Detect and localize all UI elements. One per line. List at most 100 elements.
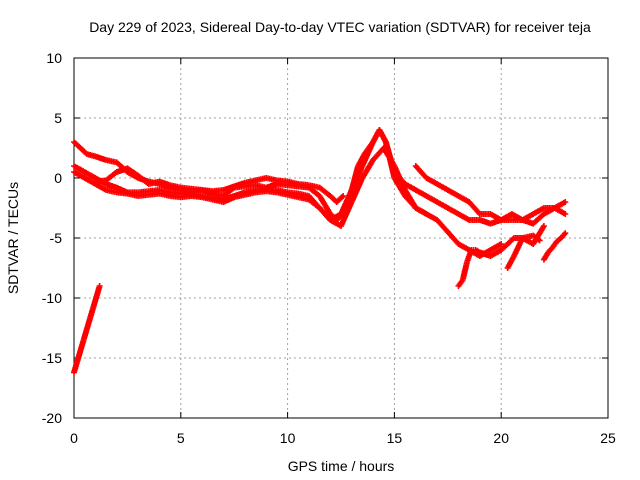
y-tick-label: 5 bbox=[54, 110, 62, 126]
y-tick-label: -5 bbox=[50, 230, 63, 246]
data-point-run bbox=[338, 200, 355, 228]
data-point bbox=[340, 193, 347, 199]
data-point bbox=[536, 237, 543, 244]
data-point-run bbox=[414, 205, 428, 217]
data-point-run bbox=[83, 169, 97, 181]
data-point-run bbox=[403, 194, 418, 210]
data-point-run bbox=[360, 140, 376, 168]
data-point-run bbox=[489, 211, 503, 223]
data-point bbox=[423, 211, 430, 217]
x-tick-label: 25 bbox=[600, 430, 616, 446]
x-tick-labels: 0 5 10 15 20 25 bbox=[70, 430, 616, 446]
data-point bbox=[562, 211, 569, 217]
data-point bbox=[96, 283, 103, 289]
x-tick-label: 5 bbox=[177, 430, 185, 446]
data-point-run bbox=[531, 212, 546, 226]
y-tick-label: -10 bbox=[42, 290, 62, 306]
y-tick-label: 10 bbox=[46, 50, 62, 66]
data-point bbox=[562, 199, 569, 205]
series-track-d bbox=[92, 165, 347, 205]
series-track-h bbox=[540, 230, 569, 263]
data-point-run bbox=[317, 185, 332, 198]
data-point-run bbox=[541, 250, 551, 262]
series-track-c bbox=[71, 127, 430, 223]
x-tick-label: 0 bbox=[70, 430, 78, 446]
data-point-run bbox=[435, 181, 450, 193]
data-point-run bbox=[424, 193, 439, 205]
y-axis-label: SDTVAR / TECUs bbox=[5, 182, 21, 294]
data-point-run bbox=[531, 205, 546, 217]
data-point-run bbox=[414, 187, 428, 199]
data-point-run bbox=[456, 278, 465, 288]
data-points bbox=[71, 127, 569, 376]
series-track-g bbox=[504, 232, 543, 271]
data-point-run bbox=[460, 260, 470, 282]
data-point-run bbox=[435, 199, 450, 211]
data-point-run bbox=[505, 236, 516, 246]
data-point-run bbox=[93, 181, 108, 193]
data-point-run bbox=[457, 193, 471, 205]
series-track-i bbox=[71, 283, 103, 376]
data-point-run bbox=[445, 230, 461, 246]
data-point-run bbox=[383, 140, 398, 180]
data-point-run bbox=[392, 176, 408, 198]
data-point bbox=[498, 241, 505, 247]
data-point-run bbox=[72, 169, 87, 181]
data-point-run bbox=[457, 241, 471, 253]
data-point-run bbox=[355, 152, 367, 168]
data-point-run bbox=[505, 254, 517, 270]
data-point-run bbox=[136, 173, 151, 186]
data-point-run bbox=[72, 140, 83, 150]
grid bbox=[74, 58, 608, 418]
data-point-run bbox=[72, 163, 87, 175]
data-point bbox=[540, 223, 547, 229]
y-tick-labels: -20 -15 -10 -5 0 5 10 bbox=[42, 50, 62, 426]
data-point-run bbox=[473, 247, 482, 255]
data-point-run bbox=[435, 218, 450, 234]
data-point-run bbox=[317, 194, 333, 216]
data-point-run bbox=[424, 211, 439, 223]
data-point-run bbox=[83, 175, 97, 187]
data-point-run bbox=[550, 240, 559, 250]
data-point-run bbox=[349, 176, 365, 204]
y-tick-label: -20 bbox=[42, 410, 62, 426]
data-point-run bbox=[531, 233, 542, 243]
data-point-run bbox=[489, 241, 503, 253]
data-point-run bbox=[559, 231, 568, 240]
data-point-run bbox=[511, 236, 525, 258]
series-track-a bbox=[71, 127, 569, 227]
data-point-run bbox=[413, 164, 429, 180]
y-tick-label: -15 bbox=[42, 350, 62, 366]
data-point-run bbox=[104, 170, 119, 183]
data-point bbox=[562, 230, 569, 237]
x-tick-label: 15 bbox=[387, 430, 403, 446]
data-point-run bbox=[392, 164, 408, 192]
series-track-e bbox=[412, 163, 569, 223]
data-point-run bbox=[335, 194, 345, 204]
data-point-run bbox=[446, 187, 460, 199]
data-point-run bbox=[377, 128, 389, 144]
data-point-run bbox=[328, 211, 343, 223]
data-point-run bbox=[307, 185, 322, 198]
axis-ticks bbox=[73, 57, 609, 419]
data-point-run bbox=[553, 205, 567, 217]
data-point-run bbox=[489, 247, 503, 259]
data-point-run bbox=[499, 242, 510, 252]
data-point-run bbox=[78, 146, 89, 156]
data-point-run bbox=[467, 200, 482, 216]
data-point-run bbox=[546, 245, 555, 255]
y-tick-label: 0 bbox=[54, 170, 62, 186]
data-point-run bbox=[403, 181, 418, 193]
data-point-run bbox=[349, 164, 365, 192]
chart-title: Day 229 of 2023, Sidereal Day-to-day VTE… bbox=[89, 19, 591, 35]
data-point-run bbox=[424, 175, 439, 187]
data-point-run bbox=[446, 205, 460, 217]
data-point-run bbox=[521, 211, 535, 223]
x-tick-label: 20 bbox=[493, 430, 509, 446]
data-point-run bbox=[360, 158, 376, 180]
x-tick-label: 10 bbox=[280, 430, 296, 446]
data-point-run bbox=[125, 166, 140, 178]
data-point-run bbox=[307, 197, 322, 210]
data-point-run bbox=[338, 188, 355, 216]
